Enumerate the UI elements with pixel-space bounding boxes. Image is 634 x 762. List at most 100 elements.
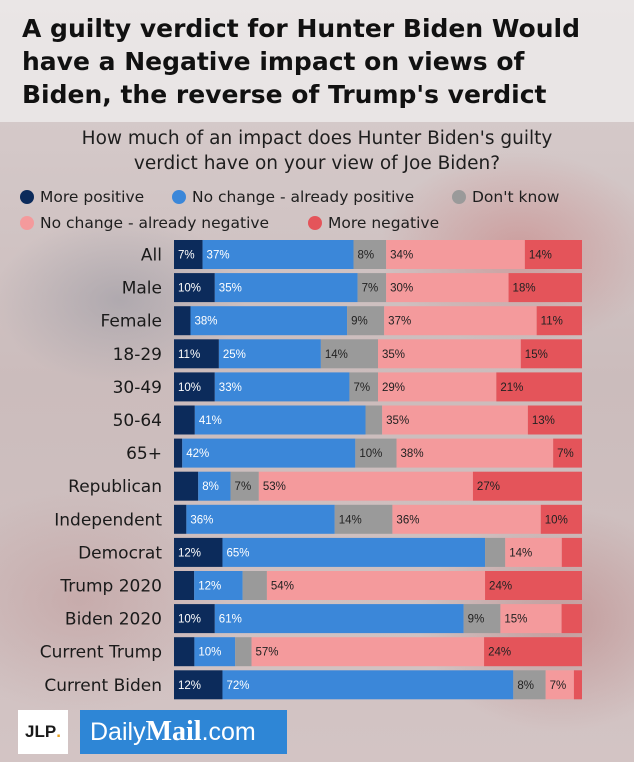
- data-label: 38%: [194, 316, 217, 328]
- bar-segment-no-change-already-negative: [386, 240, 525, 269]
- bar-segment-don-t-know: [230, 471, 259, 501]
- bar-segment-no-change-already-negative: [382, 405, 528, 435]
- dailymail-logo-daily: Daily: [90, 717, 146, 746]
- bar-segment-more-negative: [472, 471, 582, 501]
- data-label: 33%: [219, 382, 242, 394]
- bar-segment-don-t-know: [242, 571, 267, 600]
- data-label: 65%: [226, 547, 249, 559]
- bar-segment-more-positive: [174, 273, 215, 303]
- bar-segment-more-negative: [540, 504, 582, 534]
- data-label: 24%: [488, 647, 511, 659]
- data-label: 12%: [198, 581, 221, 593]
- legend-swatch: [452, 190, 466, 204]
- bar-segment-no-change-already-positive: [222, 670, 514, 700]
- bar-segment-more-positive: [174, 604, 215, 634]
- legend-label: Don't know: [472, 188, 560, 206]
- data-label: 7%: [362, 283, 379, 295]
- category-label: Current Trump: [40, 643, 162, 663]
- legend-item-dont-know: Don't know: [452, 188, 559, 206]
- jlp-logo-dot: .: [56, 722, 61, 741]
- bar-segment-more-negative: [573, 670, 582, 700]
- category-label: Male: [122, 279, 162, 299]
- category-label: 18-29: [113, 345, 162, 365]
- data-label: 36%: [190, 514, 213, 526]
- data-label: 14%: [325, 349, 348, 361]
- category-label: Republican: [68, 477, 162, 497]
- bar-segment-no-change-already-negative: [545, 670, 574, 700]
- bar-segment-no-change-already-negative: [386, 273, 509, 303]
- bar-segment-don-t-know: [357, 273, 387, 303]
- data-label: 57%: [256, 647, 279, 659]
- bar-row-all: All 7% 37% 8% 34% 14%: [141, 240, 582, 269]
- bar-row-18-29: 18-29 11% 25% 14% 35% 15%: [113, 339, 582, 369]
- data-label: 15%: [525, 349, 548, 361]
- data-label: 10%: [178, 283, 201, 295]
- bar-segment-more-negative: [527, 405, 582, 435]
- legend-item-more-positive: More positive: [20, 188, 144, 206]
- data-label: 25%: [223, 349, 246, 361]
- legend-label: No change - already positive: [192, 188, 415, 206]
- data-label: 37%: [207, 250, 230, 262]
- category-label: Independent: [54, 510, 162, 530]
- jlp-logo: JLP.: [18, 710, 68, 754]
- bar-segment-no-change-already-positive: [214, 372, 350, 402]
- data-label: 13%: [532, 415, 555, 427]
- data-label: 12%: [178, 547, 201, 559]
- data-label: 10%: [545, 514, 568, 526]
- legend-label: More negative: [328, 214, 440, 232]
- bar-segment-no-change-already-positive: [194, 571, 243, 600]
- bar-segment-more-positive: [174, 670, 223, 700]
- data-label: 8%: [202, 481, 219, 493]
- bar-segment-more-positive: [174, 438, 183, 468]
- footer-logos: JLP. Daily Mail .com: [0, 700, 634, 762]
- subtitle-text: How much of an impact does Hunter Biden'…: [81, 128, 553, 174]
- bar-segment-no-change-already-positive: [194, 637, 236, 667]
- bar-row-independent: Independent 36% 14% 36% 10%: [54, 504, 582, 534]
- category-label: Female: [101, 312, 162, 332]
- data-label: 8%: [358, 250, 375, 262]
- data-label: 21%: [500, 382, 523, 394]
- bar-segment-no-change-already-positive: [186, 504, 335, 534]
- data-label: 61%: [219, 614, 242, 626]
- legend-swatch: [20, 190, 34, 204]
- bar-segment-don-t-know: [347, 306, 385, 336]
- data-label: 34%: [390, 250, 413, 262]
- bar-segment-don-t-know: [513, 670, 546, 700]
- data-label: 29%: [382, 382, 405, 394]
- data-label: 10%: [359, 448, 382, 460]
- bar-segment-no-change-already-negative: [378, 372, 497, 402]
- bar-segment-more-negative: [561, 537, 582, 567]
- category-label: Current Biden: [44, 676, 162, 696]
- bar-segment-more-negative: [496, 372, 582, 402]
- bar-segment-no-change-already-negative: [258, 471, 473, 501]
- bar-segment-more-negative: [484, 637, 582, 667]
- bar-segment-no-change-already-negative: [378, 339, 521, 369]
- bar-row-biden-2020: Biden 2020 10% 61% 9% 15%: [65, 604, 582, 634]
- bar-segment-don-t-know: [320, 339, 378, 369]
- data-label: 7%: [557, 448, 574, 460]
- bar-segment-don-t-know: [365, 405, 383, 435]
- data-label: 11%: [178, 349, 200, 361]
- bar-row-democrat: Democrat 12% 65% 14%: [78, 537, 582, 567]
- chart-subtitle: How much of an impact does Hunter Biden'…: [0, 126, 634, 176]
- bar-segment-more-positive: [174, 537, 223, 567]
- data-label: 27%: [477, 481, 500, 493]
- legend-swatch: [20, 216, 34, 230]
- stacked-bar-chart: All 7% 37% 8% 34% 14% Male 10% 35% 7% 30% 18% Female…: [40, 240, 582, 700]
- data-label: 10%: [198, 647, 221, 659]
- data-label: 42%: [186, 448, 209, 460]
- data-label: 7%: [353, 382, 370, 394]
- bar-segment-more-negative: [485, 571, 582, 600]
- title-panel: A guilty verdict for Hunter Biden Would …: [0, 0, 634, 122]
- bar-row-female: Female 38% 9% 37% 11%: [101, 306, 582, 336]
- bar-segment-no-change-already-positive: [214, 604, 464, 634]
- bar-segment-don-t-know: [463, 604, 501, 634]
- category-label: All: [141, 246, 162, 266]
- bar-segment-more-positive: [174, 240, 203, 269]
- bar-segment-more-positive: [174, 306, 191, 336]
- category-label: 50-64: [113, 411, 162, 431]
- data-label: 41%: [199, 415, 222, 427]
- bar-segment-don-t-know: [349, 372, 378, 402]
- bar-segment-don-t-know: [353, 240, 387, 269]
- bar-segment-no-change-already-negative: [500, 604, 562, 634]
